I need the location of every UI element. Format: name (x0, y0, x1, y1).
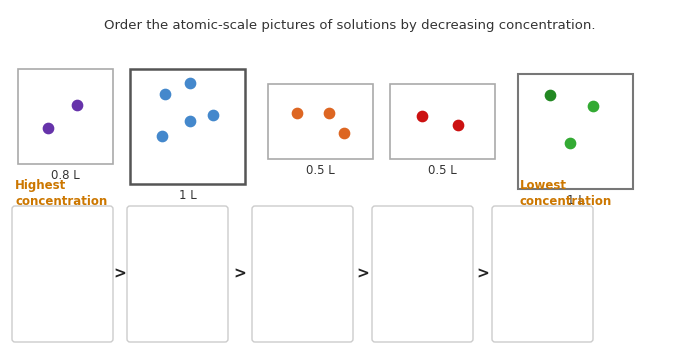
Point (184, 80, 195, 86)
Text: >: > (234, 266, 246, 281)
Point (323, 109, 335, 115)
Point (184, 118, 195, 123)
Point (292, 109, 303, 115)
Text: Lowest
concentration: Lowest concentration (520, 179, 612, 208)
FancyBboxPatch shape (252, 206, 353, 342)
Point (159, 92, 170, 97)
Point (545, 92, 556, 98)
Text: 0.5 L: 0.5 L (306, 164, 335, 177)
Point (207, 112, 218, 118)
Text: 1 L: 1 L (178, 189, 197, 202)
FancyBboxPatch shape (390, 84, 495, 159)
Text: >: > (356, 266, 369, 281)
Text: 1 L: 1 L (566, 194, 584, 207)
FancyBboxPatch shape (18, 69, 113, 164)
FancyBboxPatch shape (127, 206, 228, 342)
Point (416, 113, 427, 118)
FancyBboxPatch shape (492, 206, 593, 342)
Point (564, 140, 575, 146)
Text: Order the atomic-scale pictures of solutions by decreasing concentration.: Order the atomic-scale pictures of solut… (104, 19, 596, 32)
Text: Highest
concentration: Highest concentration (15, 179, 107, 208)
FancyBboxPatch shape (12, 206, 113, 342)
Text: 0.5 L: 0.5 L (428, 164, 457, 177)
FancyBboxPatch shape (130, 69, 245, 184)
Point (157, 133, 168, 139)
Text: >: > (113, 266, 127, 281)
FancyBboxPatch shape (372, 206, 473, 342)
FancyBboxPatch shape (518, 74, 633, 189)
Point (338, 130, 349, 136)
Point (587, 103, 598, 109)
Point (43, 125, 54, 131)
FancyBboxPatch shape (268, 84, 373, 159)
Point (453, 122, 464, 128)
Text: 0.8 L: 0.8 L (51, 169, 80, 182)
Point (71, 102, 83, 108)
Text: >: > (476, 266, 489, 281)
